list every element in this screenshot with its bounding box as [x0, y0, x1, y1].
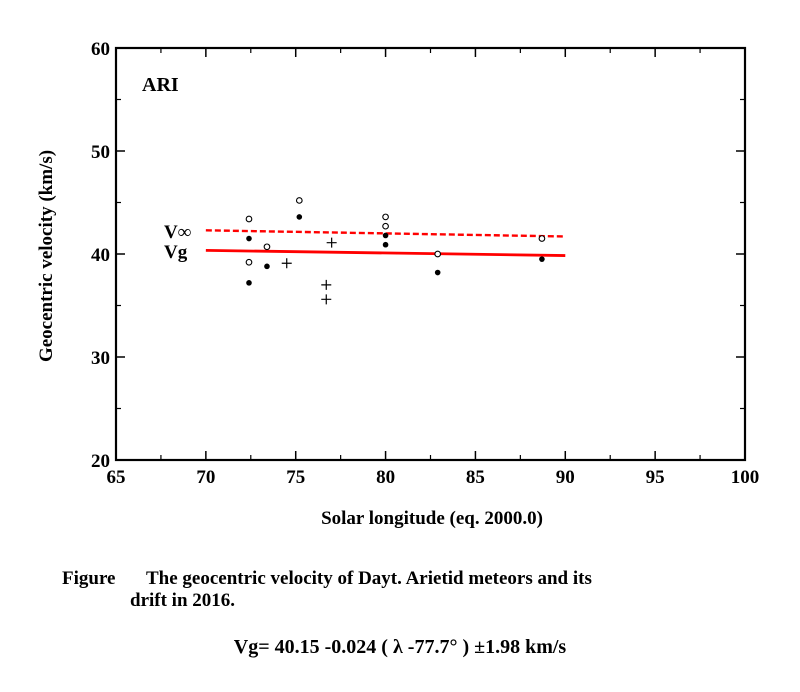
point-vg: [382, 241, 389, 248]
point-plus: [321, 279, 332, 290]
point-v-infinity: [538, 235, 546, 242]
point-vg: [382, 232, 389, 239]
fit-line-v-infinity: [205, 229, 566, 238]
y-axis-label: Geocentric velocity (km/s): [36, 150, 57, 362]
x-tick-label: 100: [731, 467, 760, 488]
point-vg: [539, 256, 545, 262]
point-v-infinity: [434, 250, 442, 258]
point-vg: [296, 214, 303, 220]
x-tick-label: 70: [196, 467, 215, 488]
fit-label-vg: Vg: [164, 242, 188, 263]
x-axis-label: Solar longitude (eq. 2000.0): [321, 508, 543, 529]
y-tick-label: 60: [91, 39, 110, 60]
y-tick-label: 30: [91, 348, 110, 369]
fit-lines: [205, 229, 566, 257]
y-tick-label: 50: [91, 142, 110, 163]
point-v-infinity: [382, 222, 389, 230]
point-v-infinity: [245, 215, 253, 223]
figure-caption-line1: Figure The geocentric velocity of Dayt. A…: [62, 568, 592, 590]
point-v-infinity: [263, 243, 271, 251]
figure-word: Figure: [62, 568, 116, 589]
panel-label: ARI: [142, 74, 179, 96]
point-v-infinity: [295, 197, 303, 204]
point-vg: [246, 235, 252, 242]
fit-formula: Vg= 40.15 -0.024 ( λ -77.7° ) ±1.98 km/s: [233, 636, 567, 658]
point-vg: [246, 280, 252, 286]
velocity-chart: 65 70 75 80 85 90 95 100 20 30 40 50 60 ARI V∞ Vg So…: [36, 39, 759, 529]
tick-marks: [115, 47, 746, 461]
x-tick-label: 90: [556, 467, 575, 488]
figure-caption-line2: drift in 2016.: [130, 590, 236, 611]
caption-text-1: The geocentric velocity of Dayt. Arietid…: [146, 568, 592, 589]
tick-labels: 65 70 75 80 85 90 95 100 20 30 40 50 60: [91, 39, 759, 488]
fit-label-v-infinity: V∞: [164, 222, 191, 243]
x-tick-label: 80: [376, 467, 395, 488]
point-plus: [326, 237, 337, 248]
point-vg: [434, 269, 441, 276]
x-tick-label: 95: [646, 467, 665, 488]
data-points: [245, 197, 546, 305]
y-tick-label: 20: [91, 451, 110, 472]
x-tick-label: 85: [466, 467, 485, 488]
fit-line-vg: [205, 248, 566, 257]
point-v-infinity: [245, 258, 253, 266]
point-plus: [281, 258, 292, 269]
x-tick-label: 65: [107, 467, 126, 488]
point-vg: [264, 263, 270, 270]
x-tick-label: 75: [286, 467, 305, 488]
point-plus: [321, 294, 332, 305]
y-tick-label: 40: [91, 245, 110, 266]
point-v-infinity: [382, 213, 389, 221]
